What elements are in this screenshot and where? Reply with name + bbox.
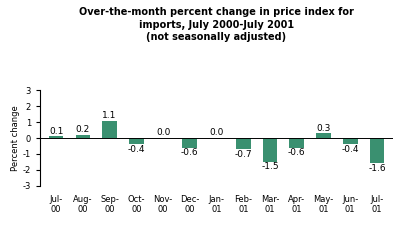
- Text: -0.4: -0.4: [128, 145, 145, 154]
- Text: 0.3: 0.3: [316, 124, 331, 133]
- Text: -0.7: -0.7: [235, 150, 252, 159]
- Text: -1.5: -1.5: [261, 163, 279, 171]
- Bar: [236, 138, 251, 149]
- Text: -0.6: -0.6: [288, 148, 306, 157]
- Bar: [316, 133, 331, 138]
- Bar: [343, 138, 358, 144]
- Bar: [263, 138, 277, 162]
- Text: 0.1: 0.1: [49, 127, 63, 136]
- Text: -0.4: -0.4: [342, 145, 359, 154]
- Y-axis label: Percent change: Percent change: [11, 105, 20, 171]
- Bar: [182, 138, 197, 148]
- Bar: [75, 135, 90, 138]
- Text: -0.6: -0.6: [181, 148, 198, 157]
- Text: 0.0: 0.0: [209, 129, 224, 137]
- Bar: [129, 138, 144, 144]
- Bar: [49, 136, 63, 138]
- Bar: [370, 138, 384, 164]
- Text: 0.0: 0.0: [156, 129, 170, 137]
- Text: Over-the-month percent change in price index for
imports, July 2000-July 2001
(n: Over-the-month percent change in price i…: [79, 7, 354, 42]
- Text: -1.6: -1.6: [368, 164, 386, 173]
- Text: 0.2: 0.2: [76, 125, 90, 134]
- Text: 1.1: 1.1: [102, 111, 117, 120]
- Bar: [290, 138, 304, 148]
- Bar: [102, 121, 117, 138]
